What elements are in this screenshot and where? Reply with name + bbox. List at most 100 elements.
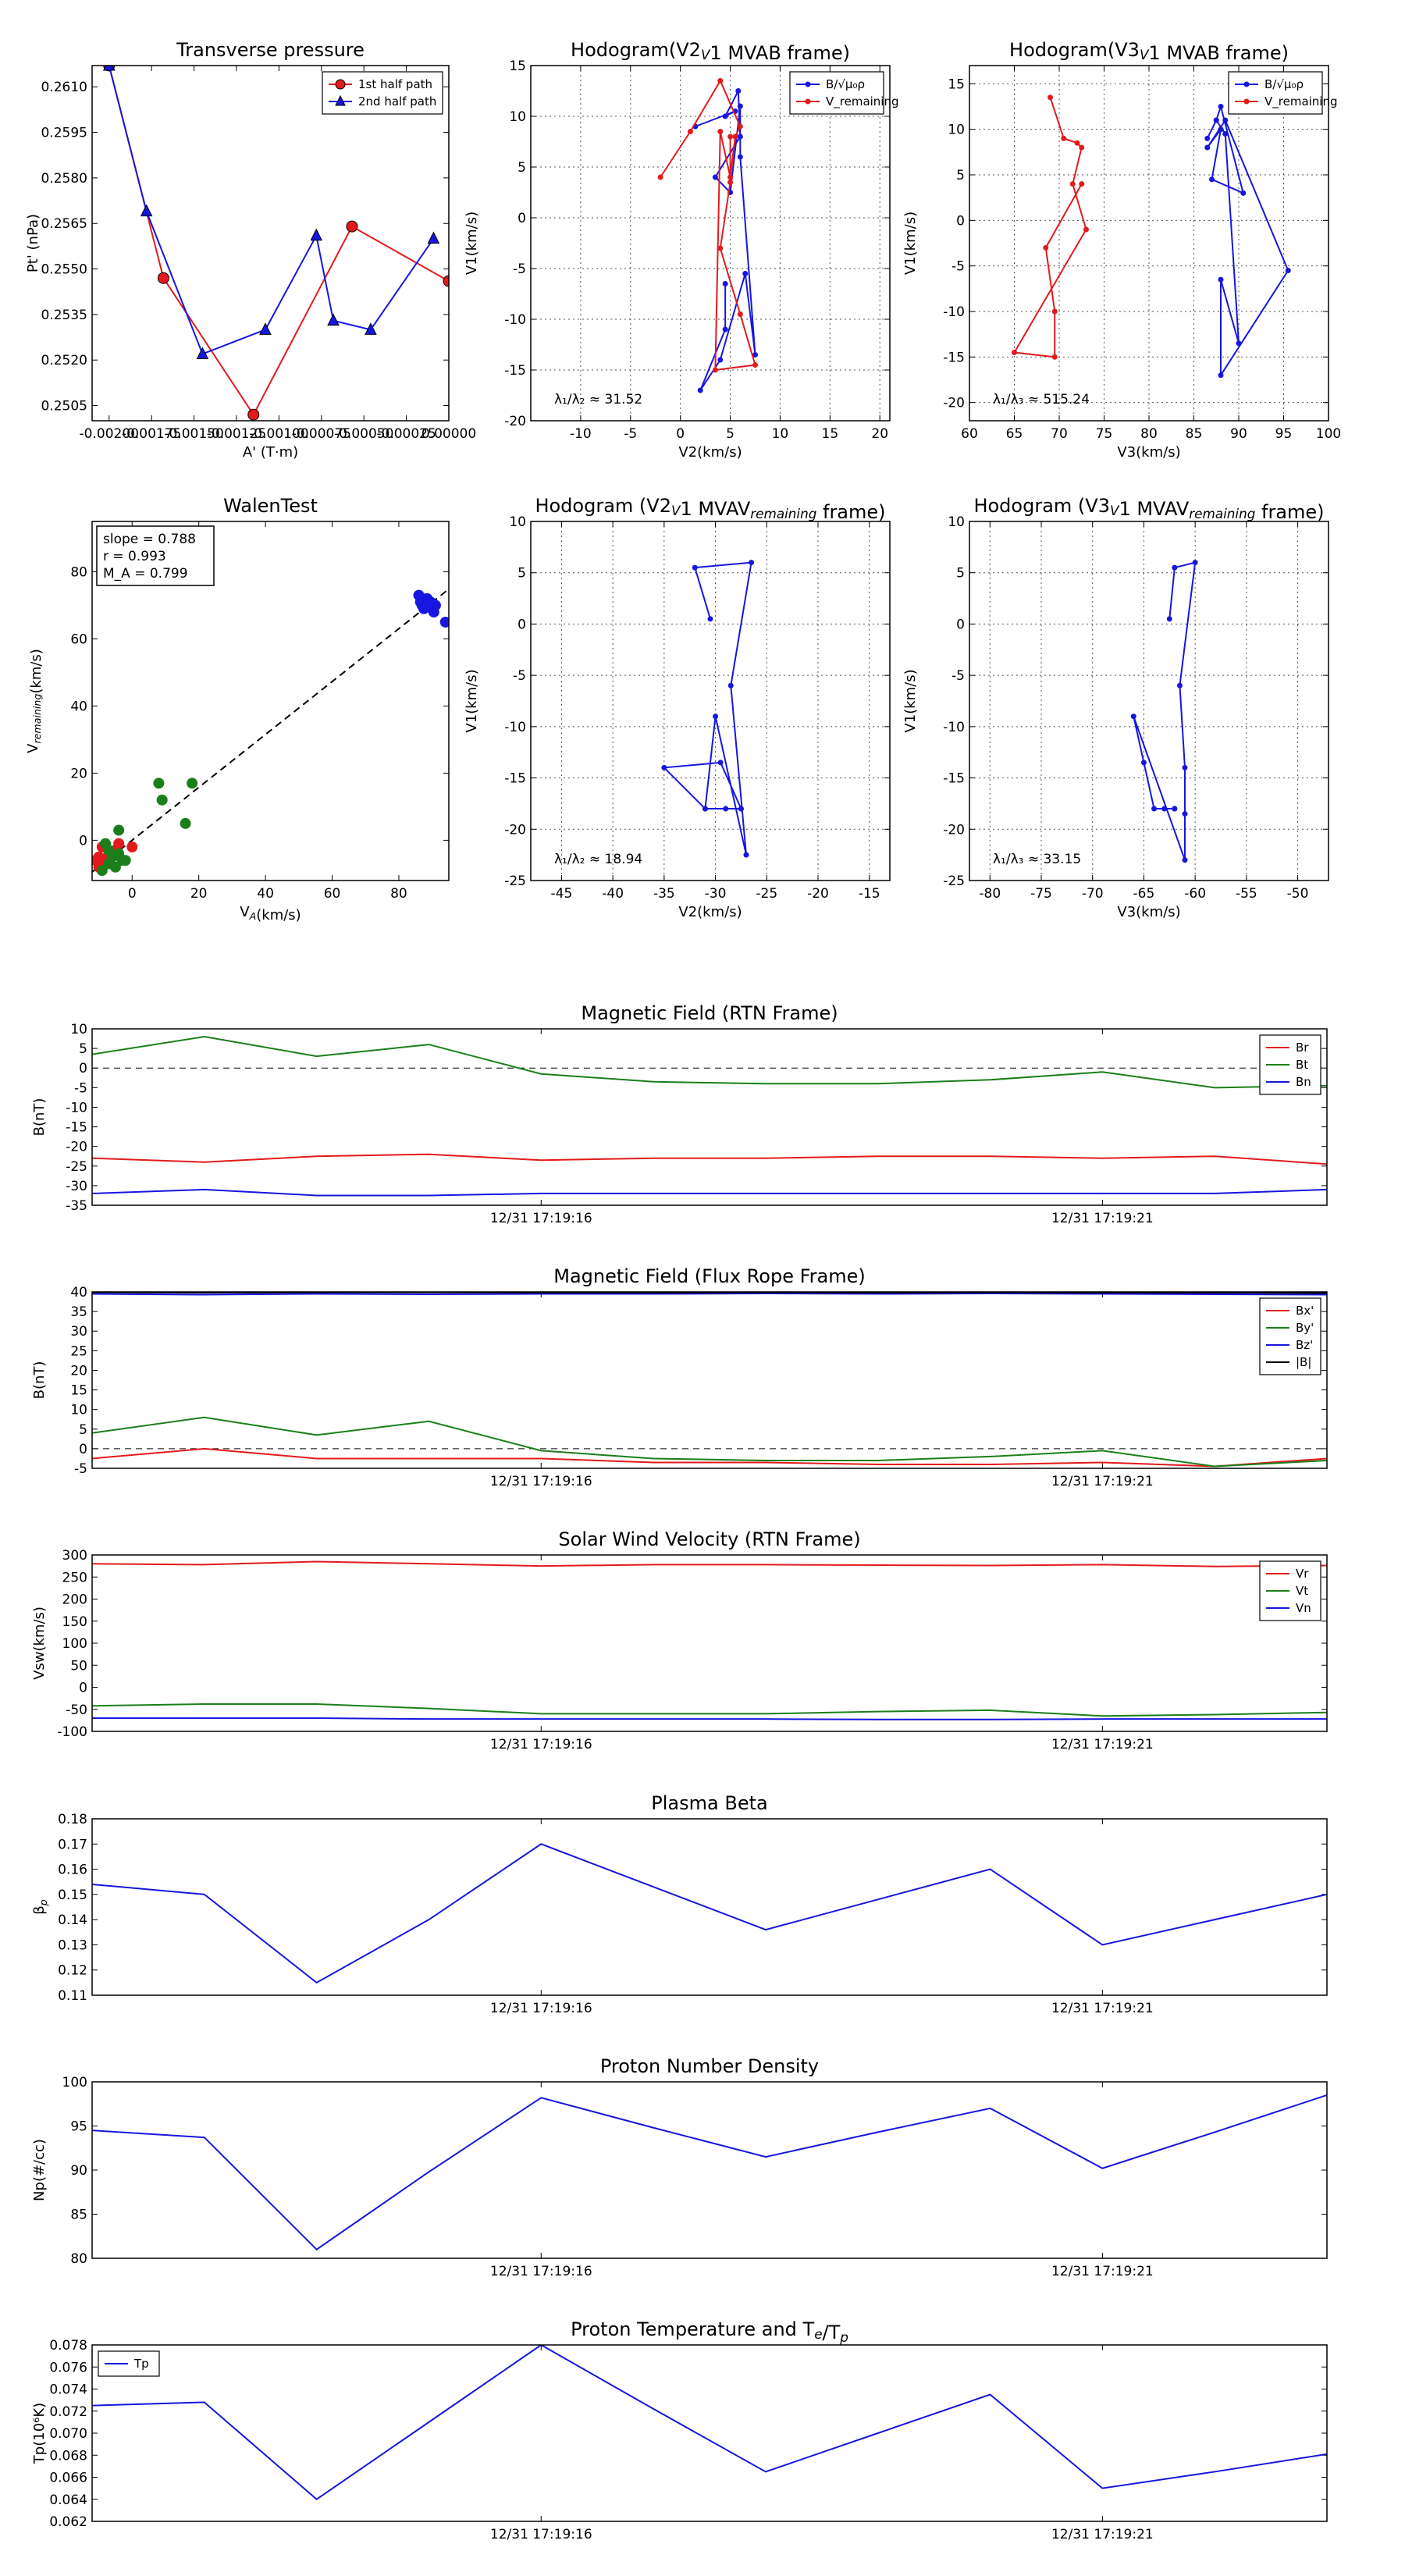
x-tick-label: -60 [1184, 886, 1206, 902]
y-tick-label: 95 [70, 2119, 87, 2135]
series-bx- [92, 1447, 1327, 1468]
data-point [1043, 244, 1049, 251]
data-point [737, 133, 743, 140]
plot-frame [530, 65, 891, 422]
data-point [443, 275, 449, 287]
y-tick-label: -30 [66, 1179, 87, 1194]
x-ticks: -10 -5 0 5 10 15 20 [570, 66, 888, 442]
legend-marker [335, 79, 346, 90]
series-bt [92, 1036, 1327, 1089]
x-tick-label: 75 [1096, 426, 1113, 442]
series-blue [413, 589, 449, 628]
data-point [1161, 806, 1168, 812]
y-tick-label: 10 [509, 514, 526, 530]
chart-title: Hodogram (V3V1 MVAVremaining frame) [973, 495, 1324, 523]
data-point [427, 231, 440, 244]
x-tick-label: 12/31 17:19:16 [490, 2527, 592, 2542]
fit-line [92, 588, 449, 873]
plot-area [661, 560, 755, 858]
data-point [661, 764, 667, 770]
legend-label: B/√μ₀ρ [826, 77, 865, 91]
y-tick-label: 150 [62, 1614, 87, 1630]
y-tick-label: 0.11 [58, 1988, 87, 2004]
data-point [1048, 94, 1053, 101]
y-tick-label: 80 [70, 2251, 87, 2267]
y-axis-label: V1(km/s) [902, 669, 919, 732]
y-tick-label: 0.12 [58, 1963, 87, 1979]
eigenvalue-ratio: λ₁/λ₃ ≈ 33.15 [993, 852, 1081, 867]
x-axis-label: V2(km/s) [678, 904, 742, 920]
y-ticks: -25 -20 -15 -10 -5 0 5 10 [504, 514, 890, 889]
y-tick-label: 10 [70, 1403, 87, 1418]
y-tick-label: -25 [66, 1159, 87, 1175]
x-tick-label: -0.00075 [292, 426, 351, 442]
chart-title: Hodogram (V2V1 MVAVremaining frame) [535, 495, 885, 523]
data-point [1083, 226, 1089, 233]
x-tick-label: -25 [756, 886, 777, 902]
legend: B/√μ₀ρ V_remaining [1228, 71, 1338, 115]
y-tick-label: -100 [57, 1724, 87, 1740]
series-bz- [92, 1293, 1327, 1296]
stats-line: M_A = 0.799 [103, 566, 188, 582]
series-line [92, 1188, 1327, 1197]
data-point [1051, 354, 1058, 360]
data-point [722, 281, 728, 286]
data-point [113, 848, 125, 859]
x-tick-label: 60 [324, 886, 341, 902]
plot-frame [91, 1028, 1328, 1206]
y-tick-label: 0.2580 [41, 171, 87, 187]
legend: Br Bt Bn [1259, 1034, 1321, 1095]
data-point [346, 220, 358, 233]
x-tick-label: -10 [570, 426, 592, 442]
y-axis-label: V1(km/s) [902, 212, 919, 275]
stats-box-frame [96, 525, 215, 586]
x-tick-label: 80 [390, 886, 407, 902]
y-tick-label: 0.066 [49, 2471, 87, 2486]
chart-title: Magnetic Field (Flux Rope Frame) [553, 1265, 865, 1287]
data-point [752, 362, 758, 368]
data-point [1172, 564, 1178, 571]
series-b- [1204, 103, 1291, 379]
data-point [1151, 806, 1158, 812]
y-axis-label: Tp(10⁶K) [31, 2403, 48, 2464]
series-line [92, 2345, 1327, 2501]
data-point [712, 174, 718, 180]
data-point [102, 66, 116, 71]
x-tick-label: 0 [676, 426, 685, 442]
legend-marker [335, 94, 346, 106]
y-tick-label: -5 [74, 1080, 87, 1096]
y-ticks: 0.062 0.064 0.066 0.068 0.070 0.072 0.074 0.076… [49, 2338, 1327, 2530]
y-tick-label: -5 [513, 668, 526, 684]
series-by- [92, 1416, 1327, 1468]
x-tick-label: 20 [190, 886, 208, 902]
y-tick-label: -5 [951, 668, 965, 684]
plot-frame [91, 2081, 1328, 2259]
y-tick-label: 10 [70, 1022, 87, 1037]
data-point [687, 129, 693, 134]
legend-frame [789, 71, 884, 115]
y-tick-label: 10 [948, 123, 965, 138]
y-ticks: -35 -30 -25 -20 -15 -10 -5 0 5 10 [66, 1022, 1327, 1214]
chart-title: Hodogram(V3V1 MVAB frame) [1009, 39, 1289, 64]
y-tick-label: 100 [62, 2075, 87, 2090]
y-tick-label: -25 [943, 873, 965, 889]
x-tick-label: 65 [1006, 426, 1023, 442]
data-point [737, 154, 743, 160]
data-point [717, 78, 724, 84]
x-tick-label: -0.00050 [334, 426, 393, 442]
x-tick-label: 12/31 17:19:16 [490, 1737, 592, 1752]
chart-h31: 60 65 70 75 80 85 90 95 100 -20 -15 -10 -5 0 5 10 15 Hodo… [902, 39, 1341, 461]
y-tick-label: 0 [518, 211, 526, 226]
data-point [425, 596, 436, 608]
x-tick-label: 5 [726, 426, 735, 442]
x-tick-label: 90 [1230, 426, 1247, 442]
plot-frame [91, 1818, 1328, 1996]
y-tick-label: -35 [66, 1198, 87, 1214]
legend-label: Bn [1296, 1075, 1311, 1089]
legend-label: Vt [1296, 1584, 1308, 1598]
series-line [92, 1293, 1327, 1296]
data-point [1218, 276, 1224, 283]
y-tick-label: 100 [62, 1636, 87, 1652]
y-axis-label: B(nT) [31, 1361, 48, 1400]
plot-frame [91, 65, 450, 422]
